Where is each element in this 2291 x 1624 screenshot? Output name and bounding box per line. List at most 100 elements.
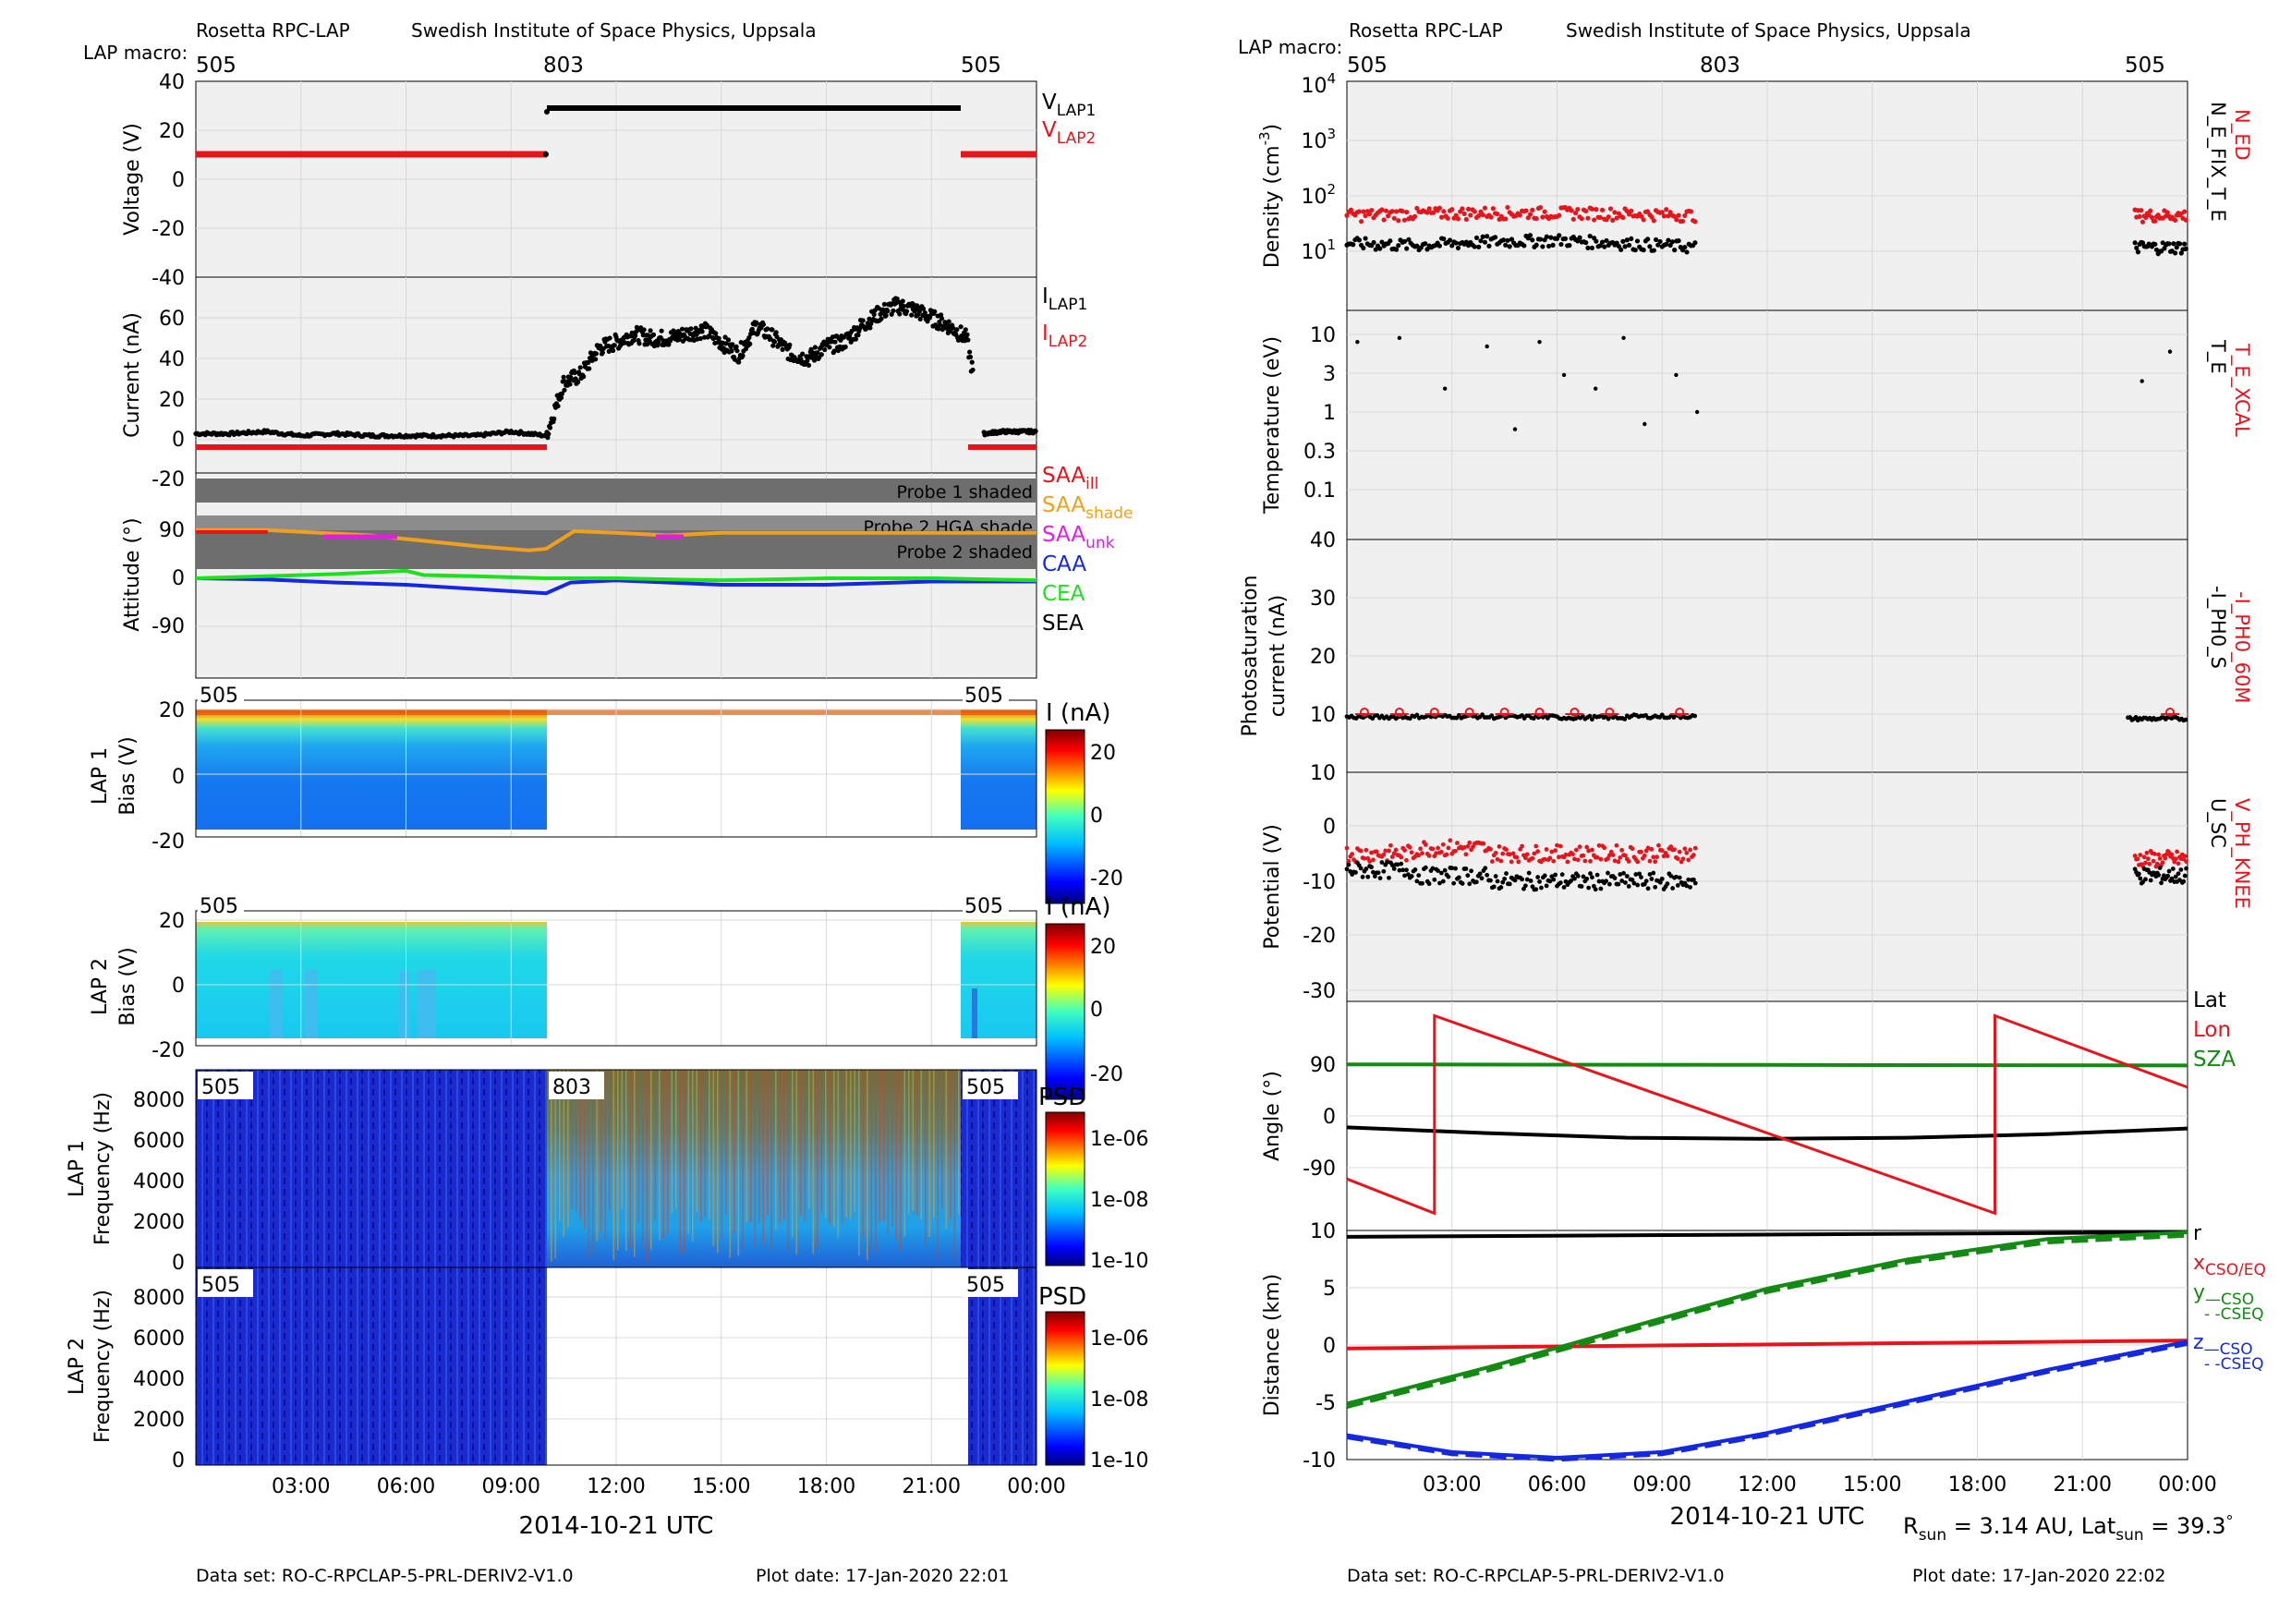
i-lap1-point: [881, 301, 888, 307]
n_e_fix_t_e-point: [2183, 246, 2188, 251]
n_e_fix_t_e-point: [1669, 239, 1676, 245]
u_sc-point: [1598, 886, 1604, 891]
u_sc-point: [2184, 866, 2188, 871]
u_sc-point: [1653, 884, 1658, 890]
u_sc-point: [1670, 886, 1676, 891]
i-lap1-point: [716, 335, 721, 341]
n_e_fix_t_e-point: [1423, 241, 1428, 247]
u_sc-point: [1590, 875, 1594, 880]
spec1-stripe: [833, 1070, 835, 1228]
v_ph_knee-point: [1642, 853, 1647, 858]
u_sc-point: [1346, 862, 1352, 867]
i-lap1-point: [770, 327, 775, 333]
sweep1-ylabel-2: Bias (V): [116, 736, 139, 815]
u_sc-point: [1569, 879, 1574, 883]
v_ph_knee-point: [1440, 842, 1446, 847]
v_ph_knee-point: [1626, 859, 1631, 864]
u_sc-point: [1360, 874, 1365, 879]
u_sc-point: [1389, 863, 1395, 867]
spec1-stripe: [879, 1070, 881, 1222]
density-tick-1: 103: [1301, 126, 1336, 153]
u_sc-point: [1420, 880, 1424, 886]
i-lap1-point: [855, 333, 861, 338]
u_sc-point: [1344, 867, 1350, 872]
n_e_fix_t_e-point: [1538, 236, 1544, 242]
n_ed-point: [1538, 204, 1544, 211]
i-lap1-point: [954, 327, 960, 333]
t-e-point: [1397, 335, 1402, 341]
spec2-colorbar: [1045, 1311, 1085, 1466]
t-e-point: [1621, 335, 1626, 341]
n_e_fix_t_e-point: [1634, 238, 1641, 244]
n_e_fix_t_e-point: [1548, 235, 1554, 240]
sweep2-macro-left: 505: [200, 895, 238, 918]
n_ed-point: [1363, 212, 1368, 219]
n_ed-point: [1688, 209, 1694, 214]
n_ed-point: [1679, 218, 1686, 224]
n_ed-point: [1381, 217, 1387, 223]
u_sc-point: [1404, 867, 1409, 873]
i-lap1-point: [587, 366, 592, 371]
n_ed-point: [1569, 208, 1574, 213]
sweep1-ylabel-1: LAP 1: [89, 747, 112, 805]
v_ph_knee-point: [2160, 860, 2165, 866]
v_ph_knee-point: [1610, 853, 1616, 857]
v_ph_knee-point: [2132, 854, 2138, 858]
v_ph_knee-point: [1618, 855, 1623, 860]
i-lap1-point: [787, 342, 793, 347]
i-lap1-point: [831, 348, 837, 354]
i-lap1-point: [730, 342, 735, 347]
current-tick-4: -20: [152, 468, 185, 491]
u_sc-point: [1467, 881, 1473, 887]
u_sc-point: [1647, 872, 1653, 877]
pot-tick-0: 10: [1310, 762, 1336, 785]
v_ph_knee-point: [1362, 855, 1367, 861]
v_ph_knee-point: [1555, 842, 1559, 848]
t-e-point: [1355, 339, 1360, 345]
v_ph_knee-point: [1434, 851, 1439, 855]
sweep2-block-1: [196, 922, 547, 1038]
sweep2-tick-2: -20: [152, 1039, 185, 1062]
n_ed-point: [1620, 214, 1626, 221]
u_sc-point: [1674, 874, 1679, 879]
n_e_fix_t_e-point: [1500, 237, 1507, 243]
u_sc-point: [1639, 875, 1643, 880]
spec1-tick-1: 6000: [133, 1130, 185, 1153]
n_ed-point: [1488, 214, 1494, 220]
spec1-stripe: [804, 1070, 806, 1222]
u_sc-point: [1619, 879, 1625, 883]
n_e_fix_t_e-point: [1401, 238, 1408, 244]
angle-panel: 90 0 -90 Angle (°) Lat Lon SZA: [1261, 988, 2236, 1231]
n_e_fix_t_e-point: [1453, 240, 1459, 246]
v_ph_knee-point: [1504, 847, 1509, 853]
n_ed-point: [1530, 207, 1535, 212]
n_e_fix_t_e-point: [1540, 244, 1546, 249]
u_sc-point: [2173, 874, 2178, 879]
i-ph0-60m-mark: [1675, 708, 1685, 717]
spec1-stripe: [920, 1070, 923, 1220]
spec1-stripe: [554, 1070, 557, 1259]
angle-ylabel: Angle (°): [1261, 1071, 1284, 1161]
v_ph_knee-point: [1467, 840, 1473, 845]
n_ed-point: [1426, 206, 1432, 212]
u_sc-point: [1426, 881, 1432, 887]
u_sc-point: [1488, 878, 1493, 883]
u_sc-point: [2140, 879, 2146, 885]
spec2-tick-2: 4000: [133, 1368, 185, 1391]
n_e_fix_t_e-point: [1666, 237, 1671, 243]
u_sc-point: [1423, 865, 1428, 870]
v_ph_knee-point: [1675, 856, 1680, 862]
n_e_fix_t_e-point: [1492, 235, 1498, 240]
spec1-stripe: [709, 1070, 710, 1220]
n_ed-point: [1460, 206, 1465, 212]
u_sc-point: [1495, 879, 1500, 884]
sweep2-ylabel-1: LAP 2: [89, 958, 112, 1015]
v_ph_knee-point: [1606, 855, 1610, 861]
spec1-stripe: [858, 1070, 860, 1256]
i-lap1-point: [818, 352, 824, 358]
u_sc-point: [1456, 875, 1461, 880]
v_ph_knee-point: [1489, 859, 1495, 864]
u_sc-point: [1544, 883, 1549, 889]
spec1-stripe: [928, 1070, 931, 1237]
n_ed-point: [2139, 208, 2144, 213]
